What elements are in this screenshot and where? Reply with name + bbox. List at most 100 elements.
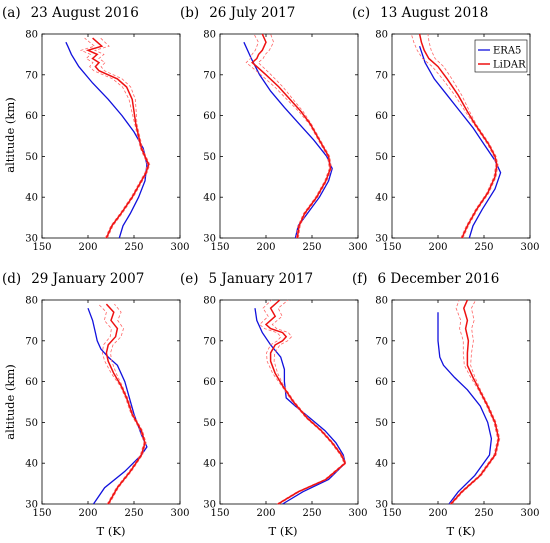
x-tick-label: 200 bbox=[78, 242, 97, 253]
panel-date: 23 August 2016 bbox=[31, 5, 139, 21]
panel-letter: (d) bbox=[2, 271, 21, 287]
y-tick-label: 70 bbox=[25, 70, 38, 81]
y-tick-label: 60 bbox=[25, 111, 38, 122]
y-axis-label-top: altitude (km) bbox=[3, 97, 17, 173]
panel-letter: (f) bbox=[352, 271, 368, 287]
x-axis-label-left: T (K) bbox=[97, 524, 126, 538]
y-tick-label: 30 bbox=[25, 234, 38, 245]
panel-f: 150 200 250 300 30 40 50 60 70 80 (f) 6 December 20… bbox=[352, 271, 540, 519]
lidar-uncertainty-line bbox=[108, 303, 147, 505]
panel-date: 26 July 2017 bbox=[209, 5, 295, 21]
panel-letter: (b) bbox=[180, 5, 199, 21]
x-tick-label: 300 bbox=[170, 242, 189, 253]
plot-frame bbox=[391, 299, 531, 505]
panel-title: (b) 26 July 2017 bbox=[180, 5, 295, 21]
y-tick-label: 80 bbox=[375, 30, 388, 41]
panel-date: 5 January 2017 bbox=[209, 271, 314, 287]
y-tick-label: 30 bbox=[375, 500, 388, 511]
lidar-line bbox=[105, 303, 146, 505]
y-tick-label: 80 bbox=[203, 296, 216, 307]
x-tick-label: 150 bbox=[32, 242, 51, 253]
x-tick-label: 150 bbox=[210, 242, 229, 253]
panel-c: 150 200 250 300 30 40 50 60 70 80 (c) 13 August 201… bbox=[352, 5, 540, 253]
lidar-uncertainty-line bbox=[245, 33, 330, 239]
y-tick-label: 70 bbox=[203, 70, 216, 81]
x-tick-label: 200 bbox=[256, 242, 275, 253]
y-tick-label: 80 bbox=[25, 30, 38, 41]
x-tick-label: 250 bbox=[474, 508, 493, 519]
x-tick-label: 250 bbox=[124, 242, 143, 253]
x-tick-label: 200 bbox=[428, 242, 447, 253]
lidar-uncertainty-line bbox=[257, 33, 332, 239]
y-tick-label: 40 bbox=[203, 459, 216, 470]
x-tick-label: 300 bbox=[170, 508, 189, 519]
y-tick-label: 50 bbox=[203, 152, 216, 163]
x-tick-label: 250 bbox=[474, 242, 493, 253]
plot-frame bbox=[41, 299, 181, 505]
lidar-line bbox=[264, 299, 347, 505]
x-tick-label: 200 bbox=[78, 508, 97, 519]
legend-lidar-label: LiDAR bbox=[493, 60, 526, 71]
x-tick-label: 150 bbox=[382, 242, 401, 253]
y-tick-label: 40 bbox=[25, 193, 38, 204]
y-tick-label: 60 bbox=[203, 111, 216, 122]
y-tick-label: 40 bbox=[203, 193, 216, 204]
y-tick-label: 40 bbox=[375, 193, 388, 204]
x-tick-label: 300 bbox=[348, 508, 367, 519]
y-tick-label: 70 bbox=[375, 336, 388, 347]
y-tick-label: 50 bbox=[375, 418, 388, 429]
x-tick-label: 150 bbox=[210, 508, 229, 519]
y-tick-label: 30 bbox=[25, 500, 38, 511]
plot-frame bbox=[219, 299, 359, 505]
lidar-line bbox=[85, 37, 150, 239]
era5-line bbox=[65, 41, 148, 239]
legend-box bbox=[474, 39, 528, 73]
x-tick-label: 250 bbox=[302, 242, 321, 253]
lidar-uncertainty-line bbox=[79, 37, 149, 239]
era5-line bbox=[243, 41, 333, 239]
y-tick-label: 30 bbox=[375, 234, 388, 245]
legend-era5-label: ERA5 bbox=[493, 46, 521, 57]
era5-line bbox=[87, 307, 148, 505]
x-axis-label-right: T (K) bbox=[447, 524, 476, 538]
panel-b: 150 200 250 300 30 40 50 60 70 80 (b) 26 July 2017 bbox=[180, 5, 368, 253]
lidar-uncertainty-line bbox=[451, 299, 501, 505]
legend: ERA5 LiDAR bbox=[474, 39, 528, 73]
y-tick-label: 50 bbox=[25, 418, 38, 429]
panel-e: 150 200 250 300 30 40 50 60 70 80 (e) 5 January 201… bbox=[180, 271, 368, 519]
panel-title: (d) 29 January 2007 bbox=[2, 271, 144, 287]
y-tick-label: 40 bbox=[375, 459, 388, 470]
era5-line bbox=[418, 45, 502, 239]
y-tick-label: 60 bbox=[375, 377, 388, 388]
panel-title: (f) 6 December 2016 bbox=[352, 271, 499, 287]
lidar-line bbox=[251, 33, 332, 239]
y-tick-label: 80 bbox=[25, 296, 38, 307]
y-tick-label: 70 bbox=[203, 336, 216, 347]
x-tick-label: 300 bbox=[520, 242, 539, 253]
y-tick-label: 80 bbox=[203, 30, 216, 41]
era5-line bbox=[437, 312, 493, 505]
panel-date: 29 January 2007 bbox=[31, 271, 144, 287]
y-tick-label: 80 bbox=[375, 296, 388, 307]
x-tick-label: 300 bbox=[348, 242, 367, 253]
y-tick-label: 50 bbox=[375, 152, 388, 163]
y-tick-label: 50 bbox=[203, 418, 216, 429]
y-tick-label: 70 bbox=[25, 336, 38, 347]
panel-date: 13 August 2018 bbox=[380, 5, 488, 21]
x-tick-label: 150 bbox=[32, 508, 51, 519]
panel-a: 150 200 250 300 30 40 50 60 70 80 (a) 23 August 201… bbox=[2, 5, 190, 253]
x-tick-label: 250 bbox=[124, 508, 143, 519]
plot-frame bbox=[219, 33, 359, 239]
x-axis-label-middle: T (K) bbox=[269, 524, 298, 538]
panel-d: 150 200 250 300 30 40 50 60 70 80 (d) 29 January 20… bbox=[2, 271, 190, 519]
x-tick-label: 300 bbox=[520, 508, 539, 519]
lidar-line bbox=[418, 33, 498, 239]
x-tick-label: 250 bbox=[302, 508, 321, 519]
plot-frame bbox=[41, 33, 181, 239]
lidar-uncertainty-line bbox=[259, 299, 345, 505]
lidar-uncertainty-line bbox=[98, 303, 145, 505]
x-tick-label: 200 bbox=[256, 508, 275, 519]
y-axis-label-bottom: altitude (km) bbox=[3, 364, 17, 440]
y-tick-label: 60 bbox=[375, 111, 388, 122]
